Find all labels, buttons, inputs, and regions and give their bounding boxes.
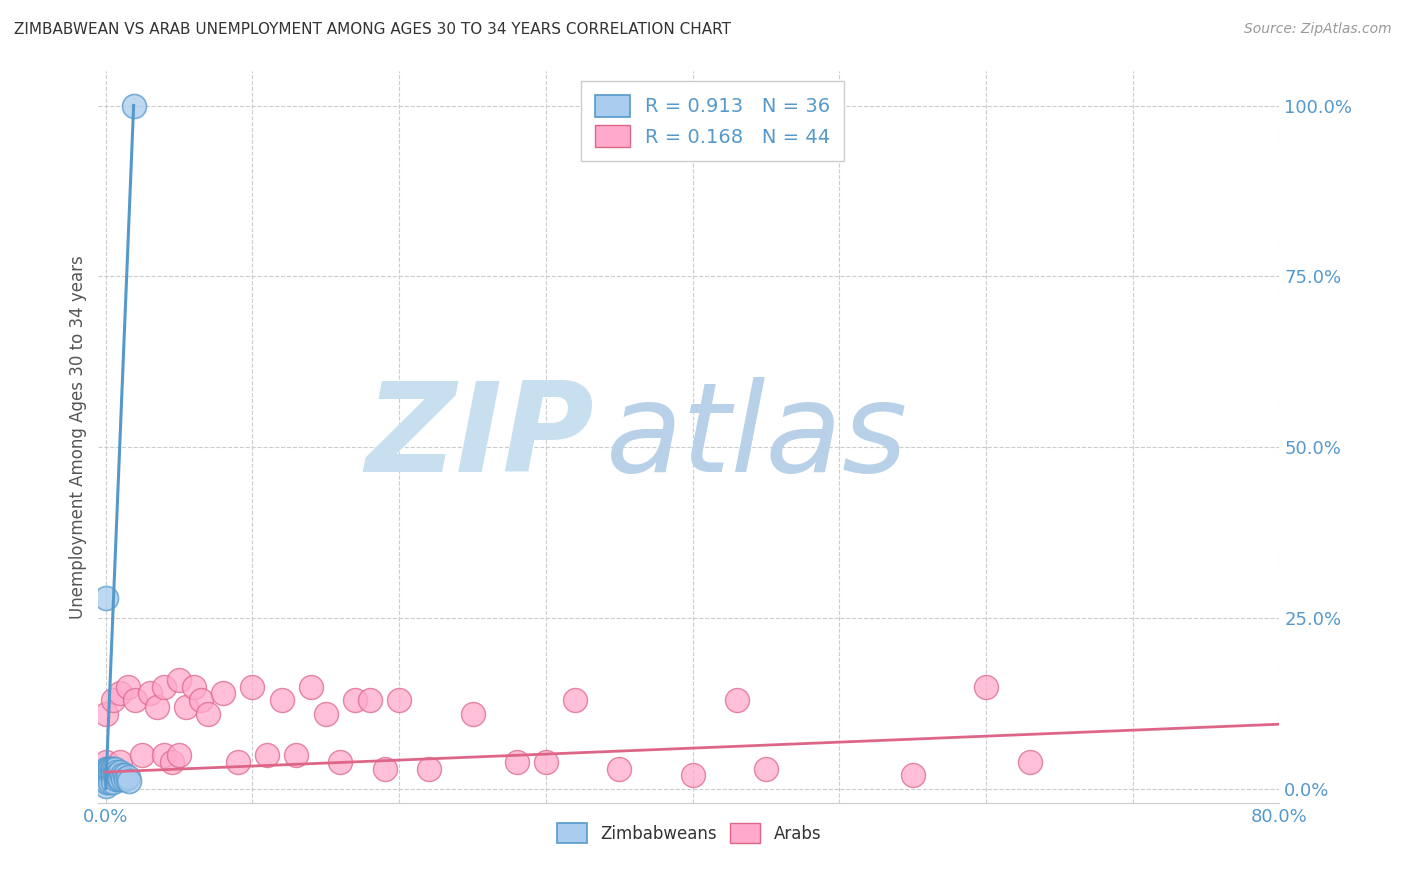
Point (167, 747, 190, 762)
Point (94, 768, 117, 782)
Point (114, 768, 136, 782)
Point (98, 768, 121, 782)
Point (197, 706, 219, 721)
Point (153, 680, 176, 694)
Point (100, 762, 122, 776)
Point (96, 762, 118, 776)
Point (285, 747, 308, 762)
Y-axis label: Unemployment Among Ages 30 to 34 years: Unemployment Among Ages 30 to 34 years (69, 255, 87, 619)
Point (117, 680, 139, 694)
Point (534, 755, 557, 769)
Point (110, 765, 132, 780)
Point (131, 747, 153, 762)
Point (124, 693, 146, 707)
Point (388, 693, 411, 707)
Point (94, 765, 117, 780)
Point (256, 747, 278, 762)
Point (96, 765, 118, 780)
Point (98, 762, 121, 776)
Point (315, 706, 337, 721)
Point (270, 693, 292, 707)
Text: atlas: atlas (606, 376, 908, 498)
Point (96, 775, 118, 789)
Point (105, 772, 128, 786)
Point (160, 755, 183, 769)
Point (344, 693, 367, 707)
Point (118, 773, 141, 788)
Point (100, 768, 122, 782)
Point (98, 775, 121, 789)
Legend: Zimbabweans, Arabs: Zimbabweans, Arabs (550, 817, 828, 849)
Point (111, 768, 134, 782)
Point (101, 693, 124, 707)
Point (110, 686, 132, 700)
Point (112, 772, 135, 786)
Point (101, 768, 124, 782)
Point (94, 755, 117, 769)
Point (97, 762, 120, 776)
Point (901, 768, 924, 782)
Text: ZIP: ZIP (366, 376, 595, 498)
Point (110, 772, 132, 786)
Point (122, 98, 145, 112)
Point (212, 686, 235, 700)
Point (176, 700, 198, 714)
Point (359, 693, 381, 707)
Point (105, 765, 128, 780)
Point (226, 755, 249, 769)
Point (103, 762, 125, 776)
Point (108, 772, 131, 786)
Text: ZIMBABWEAN VS ARAB UNEMPLOYMENT AMONG AGES 30 TO 34 YEARS CORRELATION CHART: ZIMBABWEAN VS ARAB UNEMPLOYMENT AMONG AG… (14, 22, 731, 37)
Point (101, 775, 124, 789)
Point (755, 762, 778, 776)
Point (564, 693, 586, 707)
Point (183, 680, 205, 694)
Point (682, 768, 704, 782)
Point (607, 762, 630, 776)
Point (117, 770, 139, 784)
Point (146, 700, 169, 714)
Point (103, 768, 125, 782)
Point (974, 680, 997, 694)
Text: Source: ZipAtlas.com: Source: ZipAtlas.com (1244, 22, 1392, 37)
Point (94, 772, 117, 786)
Point (1019, 755, 1042, 769)
Point (107, 768, 129, 782)
Point (94, 706, 117, 721)
Point (153, 747, 176, 762)
Point (94, 775, 117, 789)
Point (101, 762, 124, 776)
Point (96, 768, 118, 782)
Point (190, 693, 212, 707)
Point (418, 762, 440, 776)
Point (94, 591, 117, 605)
Point (94, 762, 117, 776)
Point (329, 755, 352, 769)
Point (115, 772, 138, 786)
Point (110, 755, 132, 769)
Point (242, 680, 264, 694)
Point (139, 686, 162, 700)
Point (94, 779, 117, 793)
Point (97, 768, 120, 782)
Point (167, 673, 190, 687)
Point (725, 693, 748, 707)
Point (299, 680, 322, 694)
Point (461, 706, 484, 721)
Point (373, 762, 395, 776)
Point (505, 755, 527, 769)
